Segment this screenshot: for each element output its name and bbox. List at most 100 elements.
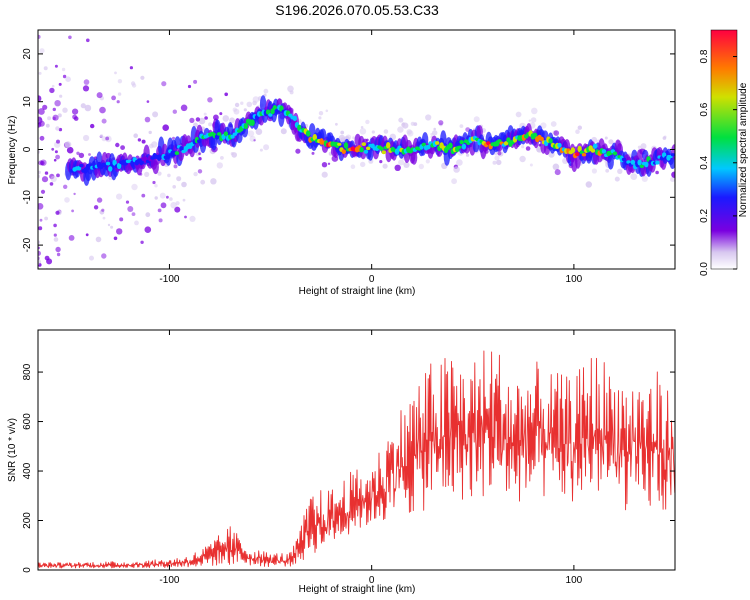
spectrogram-noise-blob: [61, 67, 66, 72]
spectrogram-noise-blob: [96, 197, 103, 203]
spectrogram-noise-blob: [176, 176, 182, 182]
spectrogram-ridge-cell: [197, 139, 202, 143]
spectrogram-noise-blob: [49, 182, 54, 186]
spectrogram-noise-blob: [231, 152, 237, 158]
spectrogram-ridge-cell: [601, 149, 607, 154]
spectrogram-noise-blob: [82, 85, 90, 92]
spectrogram-noise-blob: [105, 136, 110, 141]
spectrogram-noise-blob: [36, 307, 42, 313]
spectrogram-noise-blob: [113, 236, 118, 241]
spectrogram-noise-blob: [406, 129, 413, 135]
spectrogram-noise-blob: [216, 162, 223, 169]
spectrogram-noise-blob: [144, 171, 150, 177]
spectrogram-ridge-cell: [655, 160, 660, 165]
snr-y-tick-label: 200: [22, 512, 33, 529]
snr-x-tick-label: 100: [566, 575, 583, 586]
spectrogram-noise-blob: [184, 215, 187, 219]
spectrogram-noise-blob: [39, 135, 45, 141]
spectrogram-noise-blob: [64, 197, 70, 203]
spectrogram-noise-blob: [433, 127, 437, 131]
spectrogram-noise-blob: [53, 237, 59, 242]
spectrogram-noise-blob: [54, 100, 61, 107]
spectrogram-noise-blob: [145, 212, 151, 218]
spectrogram-noise-blob: [259, 148, 263, 152]
spectrogram-noise-blob: [263, 88, 269, 94]
spectrogram-noise-blob: [39, 48, 45, 54]
spectrogram-ridge-cell: [590, 148, 596, 153]
spectrogram-noise-blob: [54, 150, 58, 154]
spectrogram-y-tick-label: 20: [22, 48, 33, 60]
spectrogram-noise-blob: [38, 250, 41, 256]
spectrogram-ridge-cell: [268, 113, 273, 117]
spectrogram-ridge-cell: [461, 143, 467, 150]
spectrogram-noise-blob: [55, 126, 60, 131]
spectrogram-noise-blob: [172, 109, 177, 114]
spectrogram-noise-blob: [131, 212, 136, 217]
spectrogram-noise-blob: [159, 192, 166, 199]
spectrogram-ridge-cell: [612, 151, 618, 156]
spectrogram-noise-blob: [198, 152, 201, 155]
spectrogram-noise-blob: [605, 168, 610, 173]
spectrogram-noise-blob: [207, 97, 213, 103]
colorbar-tick-label: 0.2: [699, 209, 710, 223]
spectrogram-ridge-cell: [379, 146, 384, 151]
spectrogram-ridge-cell: [272, 105, 277, 111]
spectrogram-noise-blob: [107, 285, 110, 288]
spectrogram-noise-blob: [83, 134, 90, 142]
spectrogram-ridge-cell: [165, 154, 171, 160]
spectrogram-noise-blob: [66, 146, 74, 154]
spectrogram-noise-blob: [85, 233, 89, 237]
spectrogram-ridge-cell: [381, 150, 386, 155]
spectrogram-noise-blob: [154, 196, 158, 200]
spectrogram-noise-blob: [403, 161, 410, 168]
spectrogram-noise-blob: [554, 169, 561, 176]
spectrogram-noise-blob: [222, 115, 230, 122]
spectrogram-noise-blob: [525, 146, 531, 151]
spectrogram-noise-blob: [397, 126, 404, 133]
spectrogram-noise-blob: [240, 101, 244, 105]
spectrogram-noise-blob: [200, 179, 206, 185]
spectrogram-noise-blob: [394, 164, 401, 171]
colorbar-tick-label: 0.0: [699, 262, 710, 276]
spectrogram-ridge-cell: [105, 161, 111, 166]
spectrogram-noise-blob: [56, 252, 61, 257]
spectrogram-ridge-cell: [265, 109, 271, 115]
spectrogram-noise-blob: [74, 272, 77, 275]
spectrogram-noise-blob: [160, 202, 167, 209]
spectrogram-noise-blob: [180, 104, 188, 112]
spectrogram-ridge-cell: [486, 141, 491, 146]
spectrogram-noise-blob: [398, 117, 404, 123]
spectrogram-noise-blob: [110, 225, 114, 229]
spectrogram-noise-blob: [88, 153, 91, 156]
spectrogram-noise-blob: [38, 226, 43, 231]
spectrogram-noise-blob: [432, 130, 438, 136]
spectrogram-ridge-cell: [575, 152, 580, 157]
spectrogram-noise-blob: [630, 173, 638, 181]
spectrogram-noise-blob: [71, 209, 74, 213]
spectrogram-noise-blob: [173, 164, 178, 169]
spectrogram-noise-blob: [172, 185, 176, 189]
spectrogram-noise-blob: [131, 83, 137, 88]
spectrogram-noise-blob: [193, 79, 198, 84]
spectrogram-noise-blob: [114, 71, 117, 75]
spectrogram-noise-blob: [40, 160, 45, 166]
spectrogram-noise-blob: [55, 210, 60, 215]
spectrogram-noise-blob: [53, 233, 57, 237]
spectrogram-noise-blob: [53, 223, 57, 228]
spectrogram-noise-blob: [352, 136, 356, 140]
spectrogram-noise-blob: [154, 184, 158, 188]
spectrogram-ridge-cell: [459, 140, 464, 145]
spectrogram-noise-blob: [197, 169, 203, 174]
spectrogram-noise-blob: [73, 192, 76, 196]
spectrogram-noise-blob: [280, 128, 287, 135]
spectrogram-ridge-cell: [639, 164, 644, 168]
spectrogram-noise-blob: [172, 136, 175, 140]
spectrogram-noise-blob: [89, 255, 94, 261]
spectrogram-noise-blob: [101, 136, 107, 142]
spectrogram-noise-blob: [311, 151, 315, 155]
spectrogram-noise-blob: [174, 206, 181, 213]
spectrogram-noise-blob: [38, 108, 45, 115]
spectrogram-noise-blob: [53, 158, 57, 162]
spectrogram-noise-blob: [76, 151, 80, 155]
spectrogram-noise-blob: [56, 139, 60, 144]
